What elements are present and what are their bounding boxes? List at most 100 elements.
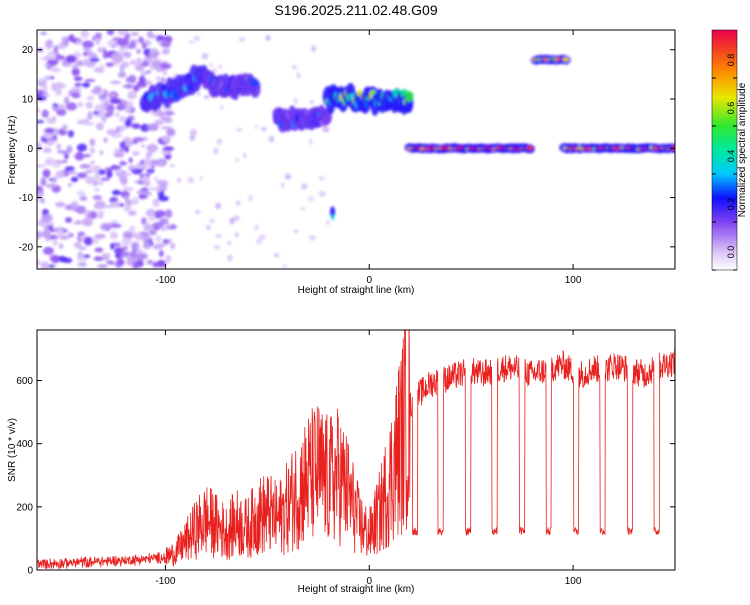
heatmap-cell xyxy=(194,35,200,42)
heatmap-cell xyxy=(219,104,224,111)
heatmap-cell xyxy=(68,171,77,175)
heatmap-cell xyxy=(94,103,106,113)
heatmap-cell xyxy=(68,34,75,42)
heatmap-cell xyxy=(129,250,137,259)
heatmap-cell xyxy=(107,93,117,98)
heatmap-cell xyxy=(274,253,280,258)
heatmap-cell xyxy=(170,164,175,168)
heatmap-cell xyxy=(189,134,196,141)
heatmap-cell xyxy=(254,125,259,129)
heatmap-cell xyxy=(155,235,162,243)
heatmap-cell xyxy=(85,101,93,109)
y-tick-label: 400 xyxy=(16,439,33,450)
heatmap-cell xyxy=(123,194,130,201)
heatmap-cell xyxy=(90,88,103,95)
colorbar: 0.0 0.2 0.4 0.6 0.8 Normalized spectral ampl… xyxy=(711,29,748,271)
heatmap-cell xyxy=(118,115,128,123)
heatmap-cell xyxy=(42,169,51,178)
heatmap-cell xyxy=(79,195,88,202)
heatmap-cell xyxy=(206,224,211,230)
heatmap-cell xyxy=(82,82,91,88)
heatmap-cell xyxy=(55,88,62,96)
heatmap-cell xyxy=(94,247,104,253)
colorbar-ticks: 0.0 0.2 0.4 0.6 0.8 xyxy=(712,54,737,271)
snr-y-label: SNR (10 * v/v) xyxy=(7,418,18,482)
heatmap-cell xyxy=(260,127,267,131)
heatmap-cell xyxy=(106,169,113,179)
heatmap-cell xyxy=(44,75,51,80)
heatmap-cell xyxy=(138,193,146,200)
heatmap-cell xyxy=(201,53,209,60)
heatmap-cell xyxy=(106,30,115,36)
heatmap-cell xyxy=(162,118,173,123)
heatmap-cell xyxy=(122,172,132,176)
heatmap-cell xyxy=(194,209,201,215)
heatmap-cell xyxy=(190,129,198,136)
heatmap-cell xyxy=(124,118,132,128)
heatmap-cell xyxy=(166,128,176,137)
heatmap-cell xyxy=(216,138,223,145)
heatmap-cell xyxy=(322,113,331,125)
heatmap-cell xyxy=(199,176,204,181)
heatmap-cell xyxy=(93,67,103,73)
heatmap-cell xyxy=(152,261,159,268)
heatmap-cell xyxy=(136,48,141,54)
heatmap-cell xyxy=(136,253,148,260)
heatmap-cell xyxy=(98,169,106,175)
heatmap-cell xyxy=(95,36,100,46)
y-tick-label: 200 xyxy=(16,502,33,513)
heatmap-cell xyxy=(81,217,93,227)
heatmap-cell xyxy=(117,30,129,36)
heatmap-cell xyxy=(160,41,172,48)
heatmap-cell xyxy=(309,100,314,104)
y-tick-label: -10 xyxy=(19,193,34,204)
heatmap-cell xyxy=(118,125,124,133)
heatmap-cell xyxy=(113,152,125,158)
y-tick-label: 0 xyxy=(27,566,33,577)
heatmap-cell xyxy=(37,108,40,113)
heatmap-cell xyxy=(41,93,51,97)
heatmap-cell xyxy=(146,123,159,132)
heatmap-cell xyxy=(64,217,73,223)
heatmap-cell xyxy=(101,115,107,123)
heatmap-cell xyxy=(165,224,172,228)
heatmap-cell xyxy=(111,189,121,196)
heatmap-cell xyxy=(164,110,175,116)
heatmap-cell xyxy=(89,210,98,220)
heatmap-cell xyxy=(72,207,84,212)
heatmap-cell xyxy=(133,39,141,43)
heatmap-cell xyxy=(248,194,253,202)
heatmap-cell xyxy=(155,76,162,82)
heatmap-cell xyxy=(73,242,82,248)
heatmap-cell xyxy=(282,264,287,268)
x-tick-label: -100 xyxy=(155,275,175,286)
heatmap-cell xyxy=(37,230,42,240)
snr-x-ticks: -100 0 100 xyxy=(155,330,582,587)
heatmap-cell xyxy=(215,234,222,238)
heatmap-cell xyxy=(300,207,306,211)
heatmap-cell xyxy=(141,174,149,184)
heatmap-cell xyxy=(82,40,94,49)
heatmap-cell xyxy=(122,51,132,59)
heatmap-cell xyxy=(75,39,82,46)
heatmap-cell xyxy=(84,170,93,174)
heatmap-cell xyxy=(38,78,48,82)
heatmap-cell xyxy=(127,74,137,84)
heatmap-cell xyxy=(97,210,105,217)
spectrogram-x-ticks: -100 0 100 xyxy=(155,30,582,286)
heatmap-cell xyxy=(162,146,175,151)
heatmap-cell xyxy=(154,119,164,126)
heatmap-cell xyxy=(124,199,134,206)
heatmap-cell xyxy=(140,235,151,240)
heatmap-cell xyxy=(56,109,67,116)
heatmap-cell xyxy=(45,234,51,242)
heatmap-cell xyxy=(151,59,163,68)
heatmap-cell xyxy=(109,80,122,85)
heatmap-cell xyxy=(215,202,222,210)
heatmap-cell xyxy=(146,143,159,153)
heatmap-cell xyxy=(293,229,298,234)
heatmap-cell xyxy=(40,261,49,269)
heatmap-cell xyxy=(130,60,137,66)
